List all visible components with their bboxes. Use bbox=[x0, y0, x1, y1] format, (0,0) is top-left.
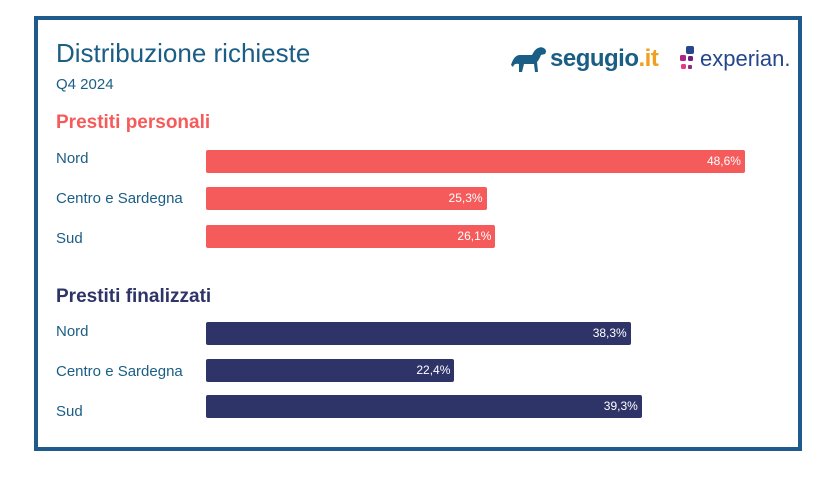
bar-finalizzati-centro bbox=[206, 359, 455, 382]
experian-logo-text: experian. bbox=[700, 46, 791, 71]
bar-value-label: 39,3% bbox=[603, 399, 638, 413]
segugio-logo-text: segugio.it bbox=[550, 45, 659, 73]
category-label: Centro e Sardegna bbox=[56, 363, 183, 380]
bar-value-label: 25,3% bbox=[448, 191, 483, 205]
category-label: Nord bbox=[56, 150, 89, 167]
section-title-finalizzati: Prestiti finalizzati bbox=[56, 286, 212, 307]
chart-period: Q4 2024 bbox=[56, 76, 114, 93]
bar-personali-nord bbox=[206, 150, 745, 173]
category-label: Centro e Sardegna bbox=[56, 190, 183, 207]
bar-personali-centro bbox=[206, 187, 487, 210]
category-label: Sud bbox=[56, 403, 83, 420]
segugio-suffix: .it bbox=[638, 45, 659, 72]
bar-value-label: 22,4% bbox=[416, 363, 451, 377]
chart-frame: Distribuzione richieste Q4 2024 segugio.… bbox=[34, 16, 802, 451]
category-label: Nord bbox=[56, 323, 89, 340]
chart-title: Distribuzione richieste bbox=[56, 38, 311, 68]
bar-value-label: 38,3% bbox=[592, 326, 627, 340]
bar-value-label: 26,1% bbox=[457, 229, 492, 243]
segugio-logo: segugio.it bbox=[508, 42, 659, 76]
bar-personali-sud bbox=[206, 225, 496, 248]
bar-finalizzati-nord bbox=[206, 322, 631, 345]
bar-finalizzati-sud bbox=[206, 395, 642, 418]
bar-value-label: 48,6% bbox=[706, 154, 741, 168]
segugio-name: segugio bbox=[550, 45, 639, 72]
section-title-personali: Prestiti personali bbox=[56, 112, 211, 133]
dog-icon bbox=[511, 47, 546, 72]
experian-dots-icon bbox=[680, 46, 694, 69]
experian-logo: experian. bbox=[678, 42, 791, 76]
category-label: Sud bbox=[56, 230, 83, 247]
